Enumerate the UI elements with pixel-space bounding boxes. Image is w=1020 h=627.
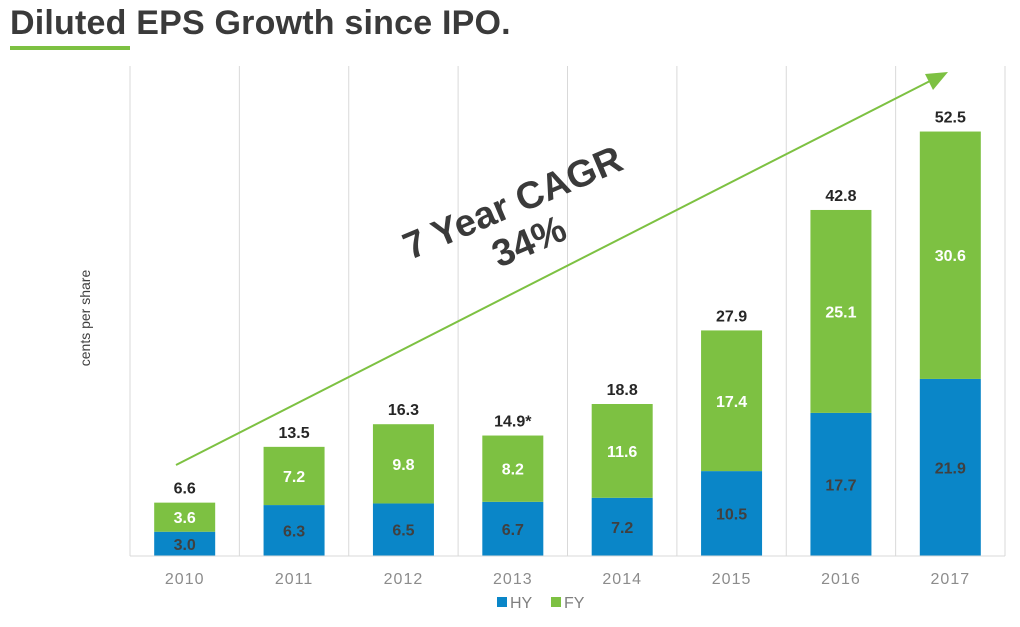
- data-label-hy: 6.7: [502, 522, 524, 539]
- bar-hy-2012: [372, 503, 434, 556]
- cagr-arrow-head: [925, 72, 948, 90]
- bar-hy-2015: [701, 471, 763, 556]
- bar-fy-2014: [591, 404, 653, 498]
- data-label-total: 18.8: [607, 382, 638, 399]
- data-label-fy: 11.6: [607, 444, 637, 461]
- bar-hy-2017: [919, 378, 981, 556]
- x-tick-label: 2012: [384, 571, 424, 588]
- data-label-hy: 6.5: [392, 523, 414, 540]
- data-label-fy: 3.6: [174, 510, 196, 527]
- x-tick-label: 2015: [712, 571, 752, 588]
- bar-hy-2013: [482, 501, 544, 556]
- data-label-hy: 21.9: [935, 460, 966, 477]
- bar-hy-2010: [154, 531, 216, 556]
- data-label-hy: 7.2: [611, 520, 633, 537]
- data-label-total: 14.9*: [494, 414, 532, 431]
- data-label-total: 6.6: [174, 481, 196, 498]
- data-label-total: 16.3: [388, 402, 419, 419]
- cagr-annotation: 7 Year CAGR 34%: [397, 138, 629, 276]
- legend-swatch-hy: [497, 597, 507, 607]
- cagr-arrow-line: [175, 80, 931, 466]
- data-label-total: 13.5: [278, 425, 309, 442]
- x-tick-label: 2014: [602, 571, 642, 588]
- legend-swatch-fy: [551, 597, 561, 607]
- bar-hy-2011: [263, 505, 325, 556]
- data-label-fy: 17.4: [716, 394, 747, 411]
- bar-hy-2014: [591, 497, 653, 556]
- data-label-total: 52.5: [935, 110, 966, 127]
- x-tick-label: 2016: [821, 571, 861, 588]
- grid: [129, 66, 1006, 556]
- bar-fy-2012: [372, 424, 434, 504]
- y-axis-label: cents per share: [77, 270, 93, 367]
- data-label-fy: 8.2: [502, 462, 524, 479]
- data-label-fy: 7.2: [283, 469, 305, 486]
- legend-label-fy: FY: [564, 595, 585, 612]
- x-tick-label: 2010: [165, 571, 205, 588]
- data-labels: 3.0 3.6 6.6 6.3 7.2 13.5 6.5 9.8 16.3 6.7 8.2 14.9*…: [174, 110, 966, 554]
- bar-fy-2017: [919, 131, 981, 379]
- bar-fy-2015: [701, 330, 763, 472]
- data-label-fy: 25.1: [825, 304, 856, 321]
- page-title: Diluted EPS Growth since IPO.: [10, 4, 511, 42]
- bar-fy-2016: [810, 209, 872, 413]
- bars: [154, 131, 981, 556]
- data-label-hy: 10.5: [716, 507, 747, 524]
- data-label-fy: 30.6: [935, 248, 966, 265]
- data-label-hy: 3.0: [174, 537, 196, 554]
- bar-hy-2016: [810, 412, 872, 556]
- data-label-hy: 6.3: [283, 524, 305, 541]
- data-label-total: 42.8: [825, 188, 856, 205]
- bar-fy-2010: [154, 502, 216, 532]
- bar-fy-2013: [482, 435, 544, 502]
- legend: HY FY: [497, 595, 585, 612]
- data-label-fy: 9.8: [392, 457, 414, 474]
- legend-label-hy: HY: [510, 595, 533, 612]
- x-axis-ticks: 2010 2011 2012 2013 2014 2015 2016 2017: [165, 571, 971, 588]
- title-underline: [10, 46, 130, 50]
- cagr-arrow: [175, 72, 948, 466]
- data-label-hy: 17.7: [825, 477, 856, 494]
- x-tick-label: 2011: [275, 571, 313, 588]
- data-label-total: 27.9: [716, 308, 747, 325]
- x-tick-label: 2017: [931, 571, 971, 588]
- bar-fy-2011: [263, 446, 325, 506]
- x-tick-label: 2013: [493, 571, 533, 588]
